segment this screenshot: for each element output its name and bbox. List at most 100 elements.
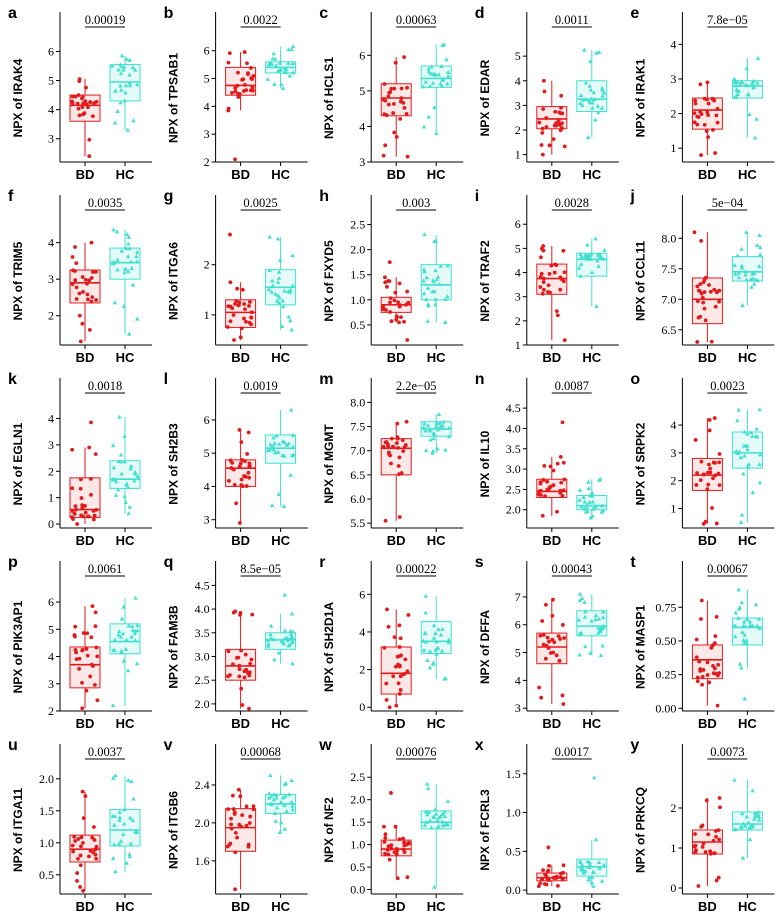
data-point: [599, 105, 605, 110]
data-point: [540, 130, 545, 135]
data-point: [588, 87, 594, 92]
data-point: [598, 652, 604, 657]
data-point: [704, 129, 709, 134]
y-axis-label: NPX of SRPK2: [633, 422, 647, 505]
x-tick-label: HC: [271, 899, 290, 914]
data-point: [592, 504, 598, 509]
data-point: [440, 626, 445, 631]
data-point: [89, 492, 93, 497]
data-point: [700, 295, 705, 300]
data-point: [119, 471, 124, 476]
box-HC: [420, 781, 452, 889]
data-point: [247, 475, 251, 480]
y-tick-label: 2: [204, 155, 210, 169]
data-point: [590, 490, 595, 495]
data-point: [592, 97, 597, 102]
data-point: [81, 631, 86, 635]
data-point: [125, 668, 131, 673]
data-point: [233, 830, 238, 835]
data-point: [290, 253, 295, 258]
data-point: [588, 59, 593, 64]
data-point: [235, 835, 239, 840]
data-point: [71, 517, 75, 521]
x-tick-label: BD: [231, 533, 250, 548]
data-point: [437, 420, 442, 425]
data-point: [267, 267, 272, 272]
data-point: [128, 841, 133, 846]
data-point: [702, 122, 707, 127]
data-point: [228, 280, 233, 285]
data-point: [388, 90, 393, 95]
data-point: [443, 320, 448, 325]
data-point: [546, 877, 551, 882]
data-point: [238, 613, 242, 617]
data-point: [752, 281, 757, 286]
y-tick-label: 1.0: [350, 293, 365, 307]
data-point: [249, 322, 253, 327]
data-point: [751, 83, 756, 88]
box-HC: [420, 593, 452, 681]
data-point: [432, 884, 437, 889]
box-BD: [380, 260, 412, 342]
data-point: [538, 275, 543, 279]
data-point: [393, 60, 398, 65]
data-point: [701, 841, 706, 846]
data-point: [544, 643, 549, 648]
data-point: [75, 522, 80, 526]
data-point: [232, 483, 237, 487]
data-point: [602, 247, 607, 252]
data-point: [749, 284, 754, 289]
data-point: [446, 639, 451, 644]
x-tick-label: BD: [542, 533, 561, 548]
data-point: [536, 884, 541, 889]
data-point: [71, 849, 76, 854]
data-point: [427, 665, 433, 670]
data-point: [239, 440, 244, 445]
data-point: [587, 860, 592, 865]
data-point: [714, 113, 719, 118]
y-tick-label: 3: [204, 127, 210, 141]
panel-letter: j: [629, 188, 634, 205]
y-tick-label: 4: [515, 266, 521, 280]
box-HC: [109, 414, 141, 516]
data-point: [436, 815, 442, 820]
data-point: [697, 659, 702, 664]
data-point: [739, 263, 745, 268]
data-point: [433, 647, 438, 652]
data-point: [757, 407, 762, 412]
data-point: [586, 134, 591, 139]
data-point: [544, 602, 548, 607]
data-point: [740, 811, 745, 816]
data-point: [745, 447, 750, 452]
x-tick-label: BD: [387, 899, 406, 914]
data-point: [268, 636, 274, 641]
data-point: [113, 869, 118, 874]
x-tick-label: HC: [738, 350, 757, 365]
y-tick-label: 1: [670, 502, 676, 516]
box-BD: [225, 50, 257, 162]
data-point: [540, 152, 545, 157]
panel-letter: c: [319, 5, 328, 22]
data-point: [540, 513, 545, 518]
data-point: [121, 821, 127, 826]
data-point: [396, 681, 401, 686]
data-point: [561, 863, 566, 868]
panel-letter: r: [319, 554, 325, 571]
data-point: [695, 679, 700, 684]
data-point: [242, 675, 247, 680]
panel-letter: n: [475, 371, 485, 388]
data-point: [271, 435, 276, 440]
data-point: [695, 299, 700, 304]
y-tick-label: 5: [204, 446, 210, 460]
p-value-label: 0.00043: [551, 562, 592, 576]
data-point: [562, 144, 567, 149]
data-point: [755, 623, 760, 628]
data-point: [404, 419, 409, 424]
data-point: [92, 682, 97, 687]
y-tick-label: 4: [204, 479, 210, 493]
data-point: [562, 477, 567, 482]
data-point: [81, 816, 86, 820]
data-point: [708, 851, 713, 856]
data-point: [230, 306, 235, 311]
data-point: [247, 461, 252, 466]
